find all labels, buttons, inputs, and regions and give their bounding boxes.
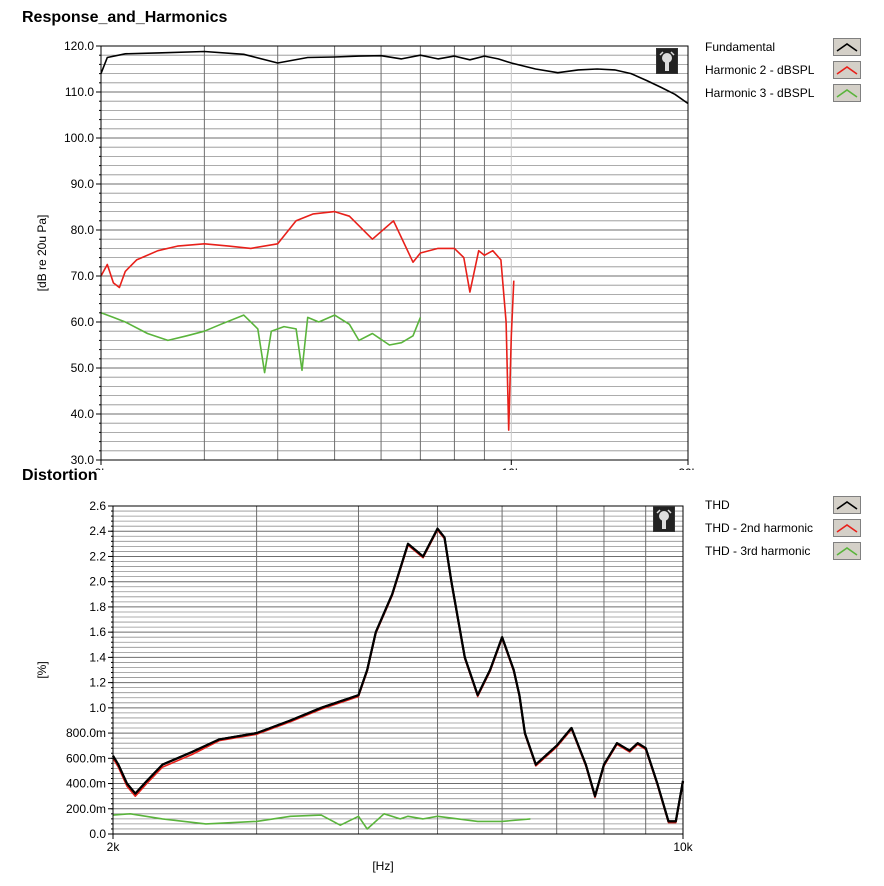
y-tick-label: 0.0 <box>89 827 106 841</box>
y-axis-label: [dB re 20u Pa] <box>35 215 49 292</box>
series-line-1 <box>100 50 689 105</box>
y-tick-label: 1.2 <box>89 676 106 690</box>
distortion-chart: 0.0 200.0m 400.0m 600.0m 800.0m 1.0 1.2 1.4 1.6 1… <box>35 499 694 873</box>
series-line-3 <box>112 812 531 830</box>
legend-item[interactable]: Fundamental <box>705 38 875 61</box>
y-axis-label: [%] <box>35 661 49 678</box>
y-tick-label: 110.0 <box>65 85 94 99</box>
y-tick-label: 60.0 <box>71 315 95 329</box>
legend-swatch-line <box>836 501 858 510</box>
plot-frame <box>100 45 689 461</box>
x-tick-label: 20k <box>678 466 698 470</box>
y-tick-label: 800.0m <box>66 726 106 740</box>
plot-frame <box>112 505 684 835</box>
y-tick-label: 70.0 <box>71 269 95 283</box>
y-tick-label: 600.0m <box>66 751 106 765</box>
y-tick-label: 2.6 <box>89 499 106 513</box>
legend-item[interactable]: Harmonic 2 - dBSPL <box>705 61 875 84</box>
y-tick-label: 1.6 <box>89 625 106 639</box>
graph-palette-icon[interactable] <box>656 48 678 74</box>
y-tick-label: 1.8 <box>89 600 106 614</box>
legend-swatch[interactable] <box>833 496 861 514</box>
legend-swatch-line <box>836 89 858 98</box>
y-tick-label: 120.0 <box>64 39 94 53</box>
y-tick-label: 200.0m <box>66 802 106 816</box>
x-axis-label: [Hz] <box>372 859 393 873</box>
chart-title-response: Response_and_Harmonics <box>22 9 228 26</box>
legend-label: Harmonic 3 - dBSPL <box>705 86 815 100</box>
response-legend: Fundamental Harmonic 2 - dBSPL Harmonic 3 … <box>705 38 875 107</box>
plot-area <box>113 506 683 834</box>
y-tick-label: 30.0 <box>71 453 95 467</box>
legend-label: Fundamental <box>705 40 776 54</box>
legend-swatch[interactable] <box>833 519 861 537</box>
series-line-thd-top <box>112 527 685 823</box>
y-tick-label: 100.0 <box>64 131 94 145</box>
plot-area <box>101 46 688 460</box>
series-line-2 <box>100 210 515 431</box>
y-tick-label: 80.0 <box>71 223 95 237</box>
legend-label: THD - 2nd harmonic <box>705 521 814 535</box>
legend-label: THD <box>705 498 730 512</box>
legend-item[interactable]: THD - 2nd harmonic <box>705 519 875 542</box>
y-tick-label: 1.4 <box>89 650 106 664</box>
y-tick-label: 2.0 <box>89 575 106 589</box>
legend-swatch[interactable] <box>833 38 861 56</box>
legend-swatch-line <box>836 524 858 533</box>
legend-swatch-line <box>836 66 858 75</box>
legend-swatch[interactable] <box>833 84 861 102</box>
graph-palette-icon-2[interactable] <box>653 506 675 532</box>
legend-item[interactable]: THD - 3rd harmonic <box>705 542 875 565</box>
legend-label: Harmonic 2 - dBSPL <box>705 63 815 77</box>
legend-swatch-line <box>836 43 858 52</box>
y-tick-label: 90.0 <box>71 177 95 191</box>
legend-item[interactable]: THD <box>705 496 875 519</box>
legend-item[interactable]: Harmonic 3 - dBSPL <box>705 84 875 107</box>
chart-title-distortion: Distortion <box>22 467 98 484</box>
y-tick-label: 2.2 <box>89 549 106 563</box>
x-tick-label: 10k <box>673 840 693 854</box>
response-chart: 30.0 40.0 50.0 60.0 70.0 80.0 90.0 100.0 110.0 12… <box>35 39 699 470</box>
legend-swatch[interactable] <box>833 542 861 560</box>
distortion-legend: THD THD - 2nd harmonic THD - 3rd harmonic <box>705 496 875 565</box>
y-tick-label: 40.0 <box>71 407 95 421</box>
y-tick-label: 2.4 <box>89 524 106 538</box>
x-tick-label: 2k <box>107 840 121 854</box>
y-tick-label: 400.0m <box>66 777 106 791</box>
series-line-3 <box>100 312 422 374</box>
legend-label: THD - 3rd harmonic <box>705 544 811 558</box>
legend-swatch-line <box>836 547 858 556</box>
x-tick-label: 10k <box>502 466 522 470</box>
x-tick-label: 2k <box>95 466 109 470</box>
legend-swatch[interactable] <box>833 61 861 79</box>
y-tick-label: 50.0 <box>71 361 95 375</box>
y-tick-label: 1.0 <box>89 701 106 715</box>
